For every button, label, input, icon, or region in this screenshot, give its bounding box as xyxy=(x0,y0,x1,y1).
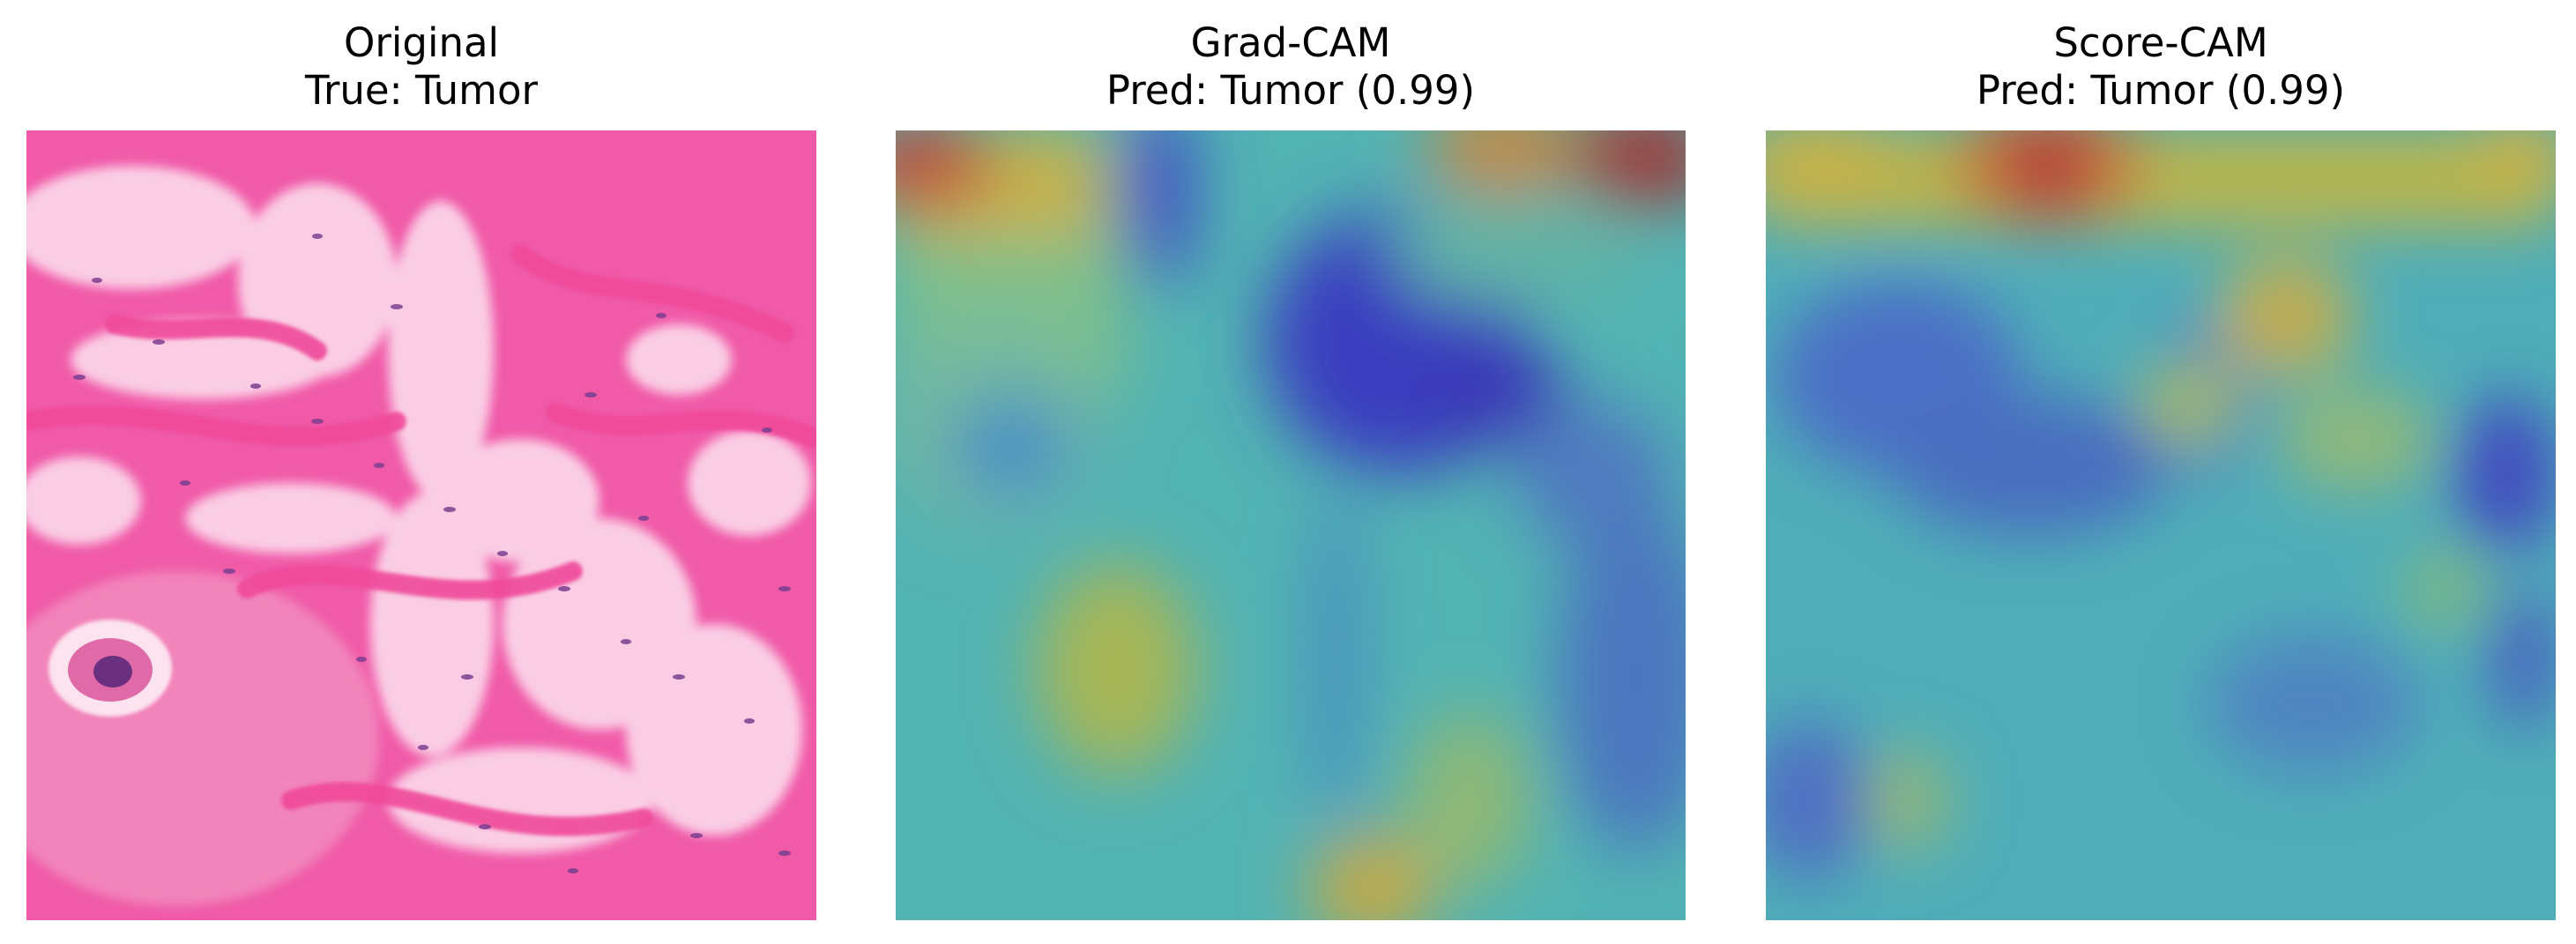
panel-score-cam: Score-CAM Pred: Tumor (0.99) xyxy=(1766,0,2556,944)
panel-heading: Grad-CAM xyxy=(1190,19,1391,66)
panel-title-original: Original True: Tumor xyxy=(26,19,816,115)
tissue-image xyxy=(26,130,816,920)
panel-subheading: True: Tumor xyxy=(304,67,539,114)
panel-heading: Original xyxy=(343,19,500,66)
panel-heading: Score-CAM xyxy=(2053,19,2268,66)
panel-grad-cam: Grad-CAM Pred: Tumor (0.99) xyxy=(896,0,1686,944)
panel-title-grad-cam: Grad-CAM Pred: Tumor (0.99) xyxy=(896,19,1686,115)
grad-cam-heatmap xyxy=(896,130,1686,920)
panel-title-score-cam: Score-CAM Pred: Tumor (0.99) xyxy=(1766,19,2556,115)
panel-subheading: Pred: Tumor (0.99) xyxy=(1106,67,1476,114)
score-cam-heatmap xyxy=(1766,130,2556,920)
panel-original: Original True: Tumor xyxy=(26,0,816,944)
panel-subheading: Pred: Tumor (0.99) xyxy=(1976,67,2346,114)
